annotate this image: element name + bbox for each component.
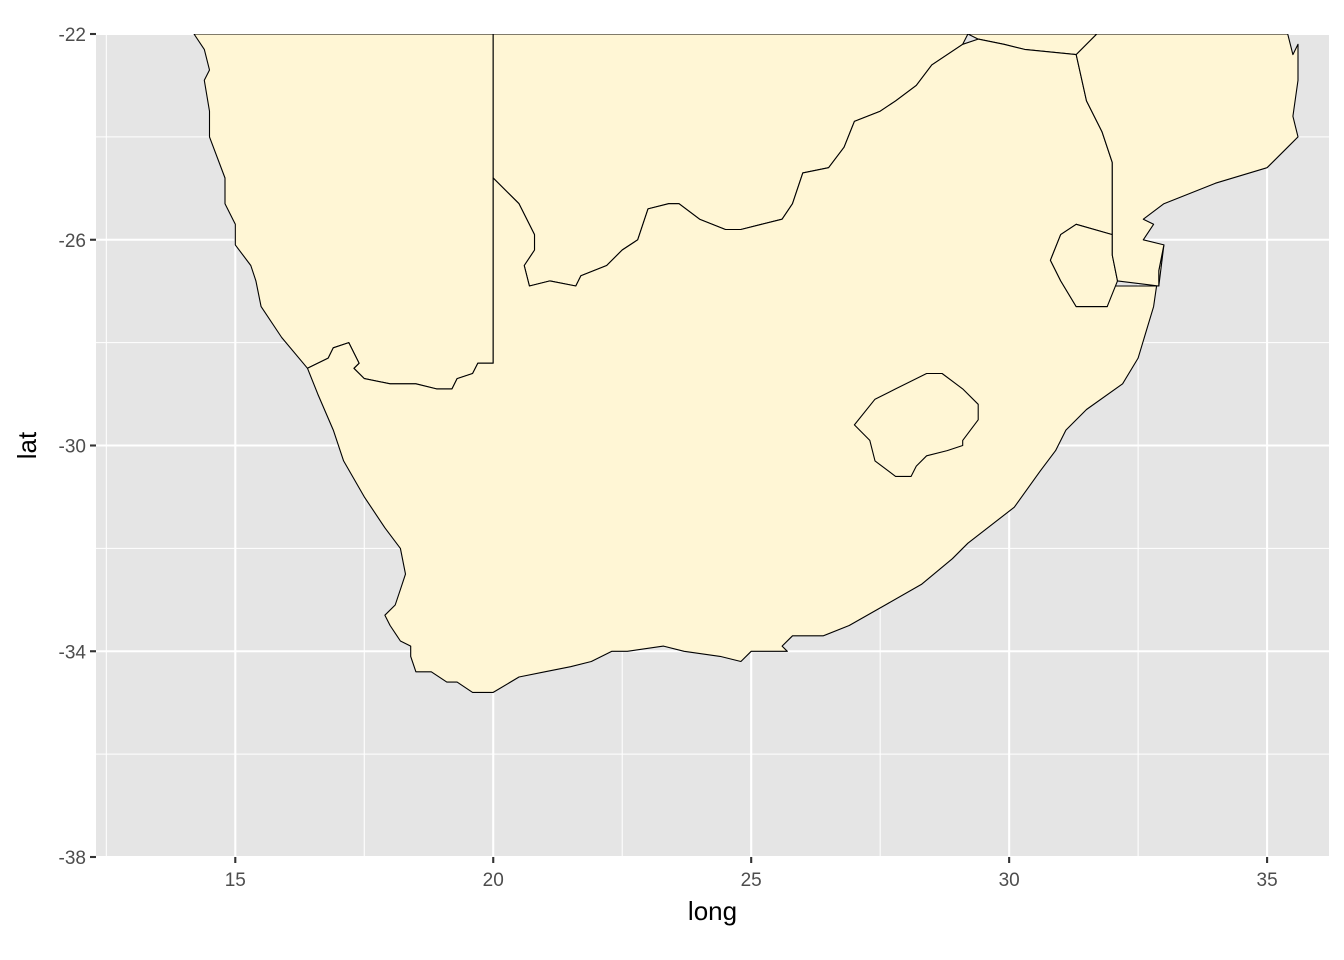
y-tick-label: -22 bbox=[59, 25, 86, 46]
y-tick-label: -38 bbox=[59, 848, 86, 869]
region-mozambique bbox=[1075, 34, 1299, 287]
x-axis-title: long bbox=[688, 896, 737, 926]
plot-panel bbox=[96, 34, 1329, 857]
x-tick-label: 35 bbox=[1257, 870, 1278, 891]
y-tick-label: -26 bbox=[59, 231, 86, 252]
x-tick-label: 20 bbox=[483, 870, 504, 891]
x-tick-label: 15 bbox=[225, 870, 246, 891]
y-tick-label: -34 bbox=[59, 642, 87, 663]
y-axis-ticks: -22 -26 -30 -34 -38 bbox=[59, 25, 96, 869]
x-tick-label: 25 bbox=[741, 870, 762, 891]
x-axis-ticks: 15 20 25 30 35 bbox=[225, 857, 1278, 891]
axes: 15 20 25 30 35 -22 -26 -30 -34 -38 long lat bbox=[12, 25, 1278, 926]
region-lesotho bbox=[853, 372, 979, 477]
x-tick-label: 30 bbox=[999, 870, 1020, 891]
y-axis-title: lat bbox=[12, 431, 42, 459]
land-layer bbox=[193, 34, 1299, 693]
y-tick-label: -30 bbox=[59, 437, 86, 458]
